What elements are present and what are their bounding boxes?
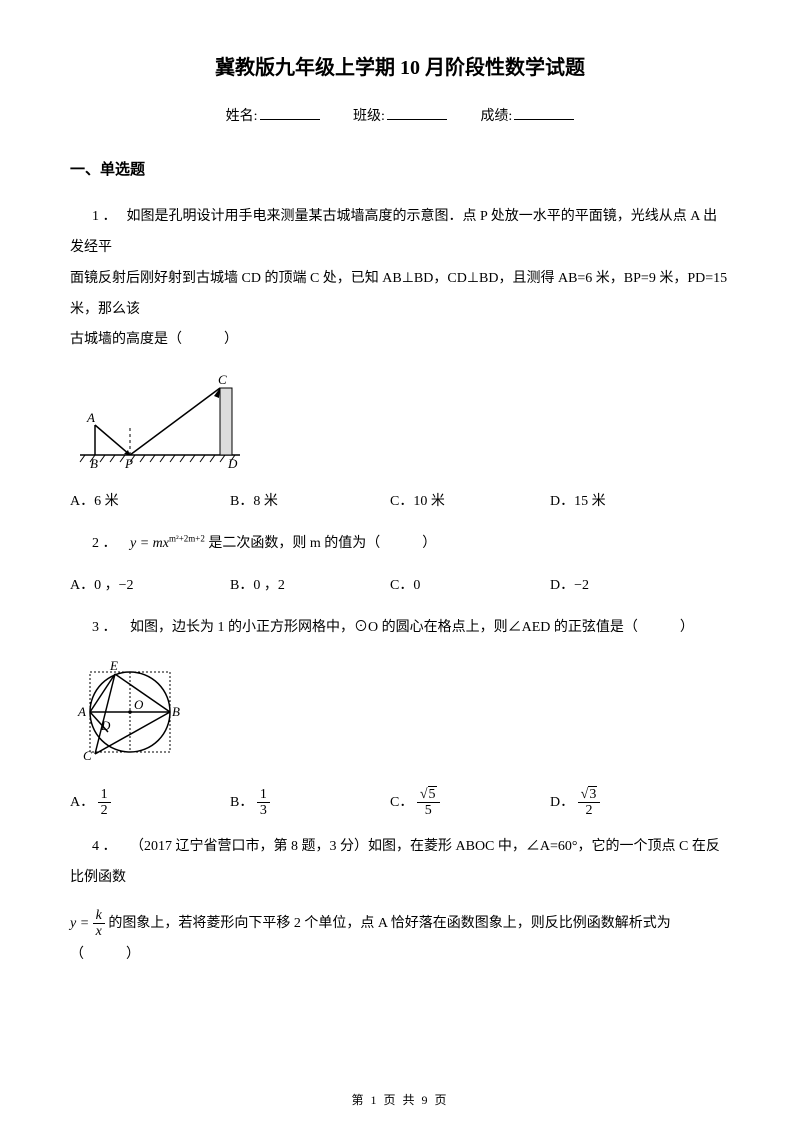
q3-label-O: O — [134, 697, 144, 712]
q1-text-c: 古城墙的高度是（ ） — [70, 332, 238, 347]
q3-a-num: 1 — [98, 787, 111, 803]
score-label: 成绩: — [480, 109, 512, 124]
q2-tail: 是二次函数，则 m 的值为（ ） — [208, 536, 436, 551]
question-4-line2: y = kx 的图象上，若将菱形向下平移 2 个单位，点 A 恰好落在函数图象上… — [70, 908, 730, 971]
q3-a-prefix: A． — [70, 795, 94, 810]
score-blank — [514, 106, 574, 120]
q3-opt-d: D． 32 — [550, 787, 710, 819]
q2-exp: m²+2m+2 — [169, 533, 205, 543]
q1-text-b: 面镜反射后刚好射到古城墙 CD 的顶端 C 处，已知 AB⊥BD，CD⊥BD，且… — [70, 271, 727, 317]
q3-text: 如图，边长为 1 的小正方形网格中，⊙O 的圆心在格点上，则∠AED 的正弦值是… — [130, 620, 694, 635]
q4-text-b: 的图象上，若将菱形向下平移 2 个单位，点 A 恰好落在函数图象上，则反比例函数… — [70, 916, 671, 962]
question-3: 3 ． 如图，边长为 1 的小正方形网格中，⊙O 的圆心在格点上，则∠AED 的… — [70, 613, 730, 644]
q3-opt-b: B． 13 — [230, 787, 390, 819]
q1-figure: A B P C D — [70, 370, 730, 479]
q3-c-rad: 5 — [428, 786, 437, 802]
q3-c-prefix: C． — [390, 795, 413, 810]
q3-label-D: D — [100, 718, 111, 733]
q1-options: A．6 米 B．8 米 C．10 米 D．15 米 — [70, 489, 730, 514]
q1-text-a: 如图是孔明设计用手电来测量某古城墙高度的示意图．点 P 处放一水平的平面镜，光线… — [70, 209, 717, 255]
page-title: 冀教版九年级上学期 10 月阶段性数学试题 — [70, 50, 730, 86]
q4-num: 4 ． — [92, 839, 117, 854]
q2-opt-a: A．0 ，−2 — [70, 573, 230, 598]
section-heading: 一、单选题 — [70, 157, 730, 184]
q4-y: y = — [70, 916, 93, 931]
q3-d-den: 2 — [578, 803, 601, 818]
q4-frac-num: k — [93, 908, 105, 924]
name-label: 姓名: — [226, 109, 258, 124]
q1-opt-c: C．10 米 — [390, 489, 550, 514]
q1-opt-a: A．6 米 — [70, 489, 230, 514]
q2-opt-d: D．−2 — [550, 573, 710, 598]
q3-b-prefix: B． — [230, 795, 253, 810]
q3-num: 3 ． — [92, 620, 117, 635]
q1-num: 1 ． — [92, 209, 117, 224]
q3-opt-c: C． 55 — [390, 787, 550, 819]
q3-b-den: 3 — [257, 803, 270, 818]
page-footer: 第 1 页 共 9 页 — [0, 1090, 800, 1112]
q3-label-C: C — [83, 748, 92, 763]
q2-expr: y = mx — [130, 536, 169, 551]
q3-options: A． 12 B． 13 C． 55 D． 32 — [70, 787, 730, 819]
q3-label-E: E — [109, 658, 118, 673]
q3-a-den: 2 — [98, 803, 111, 818]
q1-opt-b: B．8 米 — [230, 489, 390, 514]
q3-figure: A B E O D C — [70, 657, 730, 776]
class-label: 班级: — [353, 109, 385, 124]
q3-c-den: 5 — [417, 803, 440, 818]
question-4: 4 ． （2017 辽宁省营口市，第 8 题，3 分）如图，在菱形 ABOC 中… — [70, 832, 730, 894]
q2-opt-b: B．0 ，2 — [230, 573, 390, 598]
q3-d-prefix: D． — [550, 795, 574, 810]
q1-label-D: D — [227, 456, 238, 470]
q3-b-num: 1 — [257, 787, 270, 803]
q1-label-B: B — [90, 456, 98, 470]
q2-options: A．0 ，−2 B．0 ，2 C．0 D．−2 — [70, 573, 730, 598]
q1-label-C: C — [218, 372, 227, 387]
q1-label-A: A — [86, 410, 95, 425]
name-blank — [260, 106, 320, 120]
q2-opt-c: C．0 — [390, 573, 550, 598]
q1-label-P: P — [124, 456, 133, 470]
q3-label-B: B — [172, 704, 180, 719]
q1-opt-d: D．15 米 — [550, 489, 710, 514]
q3-label-A: A — [77, 704, 86, 719]
info-row: 姓名: 班级: 成绩: — [70, 104, 730, 129]
question-2: 2 ． y = mxm²+2m+2 是二次函数，则 m 的值为（ ） — [70, 529, 730, 560]
q4-frac-den: x — [93, 924, 105, 939]
q4-text-a: （2017 辽宁省营口市，第 8 题，3 分）如图，在菱形 ABOC 中，∠A=… — [70, 839, 720, 885]
class-blank — [387, 106, 447, 120]
q3-d-rad: 3 — [588, 786, 597, 802]
q3-opt-a: A． 12 — [70, 787, 230, 819]
q2-num: 2 ． — [92, 536, 117, 551]
question-1: 1 ．如图是孔明设计用手电来测量某古城墙高度的示意图．点 P 处放一水平的平面镜… — [70, 202, 730, 356]
